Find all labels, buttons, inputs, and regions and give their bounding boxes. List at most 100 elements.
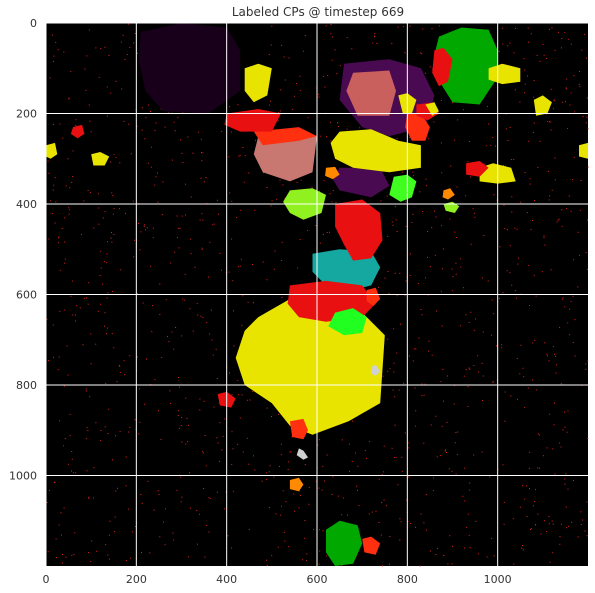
noise-pixel: [552, 552, 554, 554]
noise-pixel: [553, 99, 555, 101]
noise-pixel: [452, 102, 454, 104]
noise-pixel: [242, 295, 244, 297]
noise-pixel: [201, 160, 203, 162]
noise-pixel: [557, 219, 559, 221]
noise-pixel: [495, 145, 496, 147]
noise-pixel: [548, 516, 550, 517]
noise-pixel: [493, 194, 495, 196]
noise-pixel: [281, 44, 283, 46]
noise-pixel: [322, 530, 324, 532]
noise-pixel: [391, 221, 393, 223]
noise-pixel: [67, 158, 69, 160]
noise-pixel: [190, 196, 192, 198]
noise-pixel: [387, 338, 389, 340]
noise-pixel: [152, 227, 154, 229]
noise-pixel: [372, 42, 374, 44]
noise-pixel: [470, 311, 472, 313]
noise-pixel: [441, 172, 443, 174]
noise-pixel: [135, 526, 137, 527]
noise-pixel: [271, 200, 273, 202]
noise-pixel: [57, 237, 59, 239]
noise-pixel: [546, 58, 548, 59]
noise-pixel: [548, 28, 550, 30]
noise-pixel: [420, 513, 422, 515]
noise-pixel: [398, 389, 400, 391]
noise-pixel: [113, 154, 115, 156]
noise-pixel: [172, 532, 174, 534]
noise-pixel: [554, 157, 556, 159]
noise-pixel: [332, 190, 334, 192]
noise-pixel: [150, 111, 151, 112]
noise-pixel: [120, 269, 122, 271]
noise-pixel: [572, 295, 574, 297]
noise-pixel: [408, 355, 410, 357]
noise-pixel: [456, 237, 458, 238]
noise-pixel: [178, 377, 179, 378]
noise-pixel: [526, 212, 528, 214]
noise-pixel: [187, 556, 189, 558]
noise-pixel: [569, 104, 571, 106]
noise-pixel: [196, 303, 198, 305]
noise-pixel: [382, 375, 384, 377]
noise-pixel: [568, 525, 570, 527]
noise-pixel: [48, 489, 50, 491]
noise-pixel: [171, 331, 173, 333]
noise-pixel: [319, 242, 321, 244]
noise-pixel: [462, 495, 464, 497]
noise-pixel: [425, 178, 427, 180]
noise-pixel: [560, 523, 562, 525]
noise-pixel: [176, 489, 178, 491]
noise-pixel: [380, 200, 382, 202]
y-tick-label: 0: [30, 17, 37, 30]
noise-pixel: [132, 200, 134, 202]
labeled-region: [91, 152, 110, 166]
noise-pixel: [130, 557, 131, 559]
noise-pixel: [587, 166, 589, 168]
noise-pixel: [473, 365, 475, 366]
noise-pixel: [577, 286, 579, 288]
noise-pixel: [564, 478, 566, 480]
noise-pixel: [248, 463, 250, 465]
noise-pixel: [203, 181, 205, 183]
noise-pixel: [280, 89, 282, 91]
noise-pixel: [528, 468, 530, 470]
noise-pixel: [281, 260, 283, 261]
noise-pixel: [68, 97, 70, 99]
noise-pixel: [196, 509, 198, 511]
noise-pixel: [231, 394, 233, 396]
noise-pixel: [425, 277, 426, 279]
x-tick-label: 400: [216, 573, 237, 586]
noise-pixel: [526, 516, 528, 517]
noise-pixel: [488, 123, 490, 125]
noise-pixel: [242, 451, 244, 453]
noise-pixel: [86, 297, 87, 299]
noise-pixel: [535, 295, 537, 297]
noise-pixel: [181, 152, 183, 154]
noise-pixel: [306, 553, 308, 555]
noise-pixel: [199, 398, 201, 400]
noise-pixel: [549, 561, 551, 563]
noise-pixel: [70, 71, 72, 73]
noise-pixel: [127, 508, 129, 510]
noise-pixel: [577, 536, 579, 538]
noise-pixel: [396, 352, 398, 354]
noise-pixel: [146, 227, 148, 229]
noise-pixel: [451, 470, 453, 472]
noise-pixel: [93, 467, 95, 469]
noise-pixel: [446, 452, 447, 453]
noise-pixel: [100, 439, 102, 441]
noise-pixel: [431, 227, 433, 229]
noise-pixel: [420, 309, 422, 310]
noise-pixel: [404, 52, 406, 54]
noise-pixel: [107, 241, 108, 243]
noise-pixel: [431, 28, 433, 30]
noise-pixel: [157, 490, 159, 492]
noise-pixel: [249, 399, 251, 401]
noise-pixel: [67, 463, 69, 465]
noise-pixel: [63, 445, 65, 447]
noise-pixel: [62, 554, 63, 555]
noise-pixel: [112, 290, 113, 292]
noise-pixel: [85, 388, 87, 390]
noise-pixel: [46, 318, 48, 320]
noise-pixel: [64, 309, 66, 311]
